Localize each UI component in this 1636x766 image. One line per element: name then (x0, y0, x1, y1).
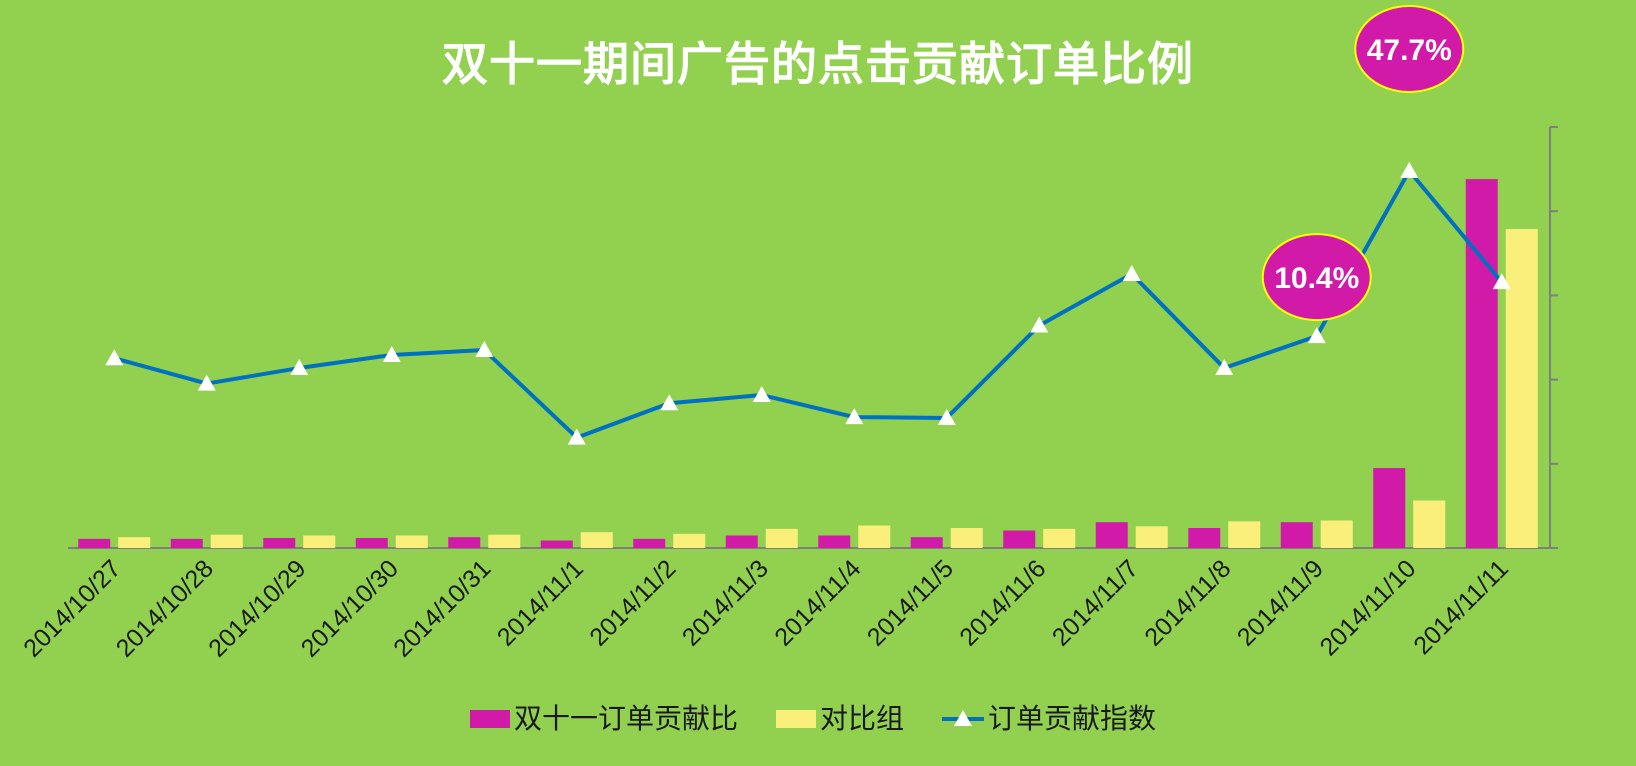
bar (580, 532, 613, 548)
axes (68, 126, 1558, 549)
line-point (937, 408, 956, 425)
bar (303, 535, 336, 548)
line-point (752, 386, 771, 403)
line-point (567, 428, 586, 445)
line-point (845, 408, 864, 425)
line-point (475, 341, 494, 358)
bar (765, 528, 798, 548)
line-point (1215, 359, 1234, 376)
bar (1373, 468, 1406, 548)
callout: 47.7% (1354, 5, 1465, 93)
legend-swatch (470, 710, 510, 728)
bar (118, 537, 151, 548)
legend-item: 对比组 (776, 702, 904, 735)
x-tick-label: 2014/11/5 (862, 554, 959, 651)
bar (355, 538, 388, 548)
bar (395, 535, 428, 548)
x-tick-label: 2014/11/10 (1315, 554, 1422, 661)
legend-item: 双十一订单贡献比 (470, 702, 738, 735)
bar (1003, 530, 1036, 548)
bar (1505, 229, 1538, 548)
x-tick-label: 2014/11/3 (677, 554, 774, 651)
callout-bubble (1354, 5, 1465, 93)
x-tick-label: 2014/10/30 (296, 554, 404, 662)
bar (1135, 526, 1168, 548)
bars (78, 179, 1538, 549)
bar (540, 540, 573, 548)
line-point (1030, 316, 1049, 333)
bar (633, 538, 666, 548)
x-tick-labels: 2014/10/272014/10/282014/10/292014/10/30… (18, 554, 1514, 662)
x-tick-label: 2014/10/31 (388, 554, 496, 662)
x-tick-label: 2014/11/2 (584, 554, 681, 651)
line-point (1122, 264, 1141, 281)
x-tick-label: 2014/10/28 (111, 554, 219, 662)
bar (263, 538, 296, 548)
legend-label: 双十一订单贡献比 (514, 702, 738, 735)
bar (725, 535, 758, 548)
line-point (1400, 161, 1419, 178)
bar (1095, 522, 1128, 548)
x-tick-label: 2014/11/8 (1139, 554, 1236, 651)
line-point (290, 359, 309, 376)
line-point (1307, 327, 1326, 344)
callout-label: 10.4% (1274, 262, 1359, 295)
bar (950, 528, 983, 548)
line-point (660, 394, 679, 411)
chart-title: 双十一期间广告的点击贡献订单比例 (442, 37, 1194, 91)
line-path (113, 168, 1504, 440)
line-point (105, 349, 124, 366)
line-point (1492, 273, 1511, 290)
line-point (197, 374, 216, 391)
callouts: 10.4% 47.7% (1261, 5, 1465, 322)
line-point (382, 345, 401, 362)
legend-item: 订单贡献指数 (942, 702, 1156, 735)
callout: 10.4% (1261, 233, 1372, 322)
bar (858, 525, 891, 548)
x-tick-label: 2014/11/6 (954, 554, 1051, 651)
legend-marker (954, 710, 972, 726)
x-tick-label: 2014/11/1 (492, 554, 589, 651)
bar (210, 534, 243, 548)
legend-swatch (776, 710, 816, 728)
x-tick-label: 2014/11/9 (1232, 554, 1329, 651)
bar (448, 537, 481, 548)
bar (170, 538, 203, 548)
x-tick-label: 2014/10/29 (203, 554, 311, 662)
line-series (105, 161, 1511, 445)
bar (1413, 500, 1446, 548)
bar (1280, 522, 1313, 548)
bar (488, 534, 521, 548)
callout-label: 47.7% (1367, 34, 1452, 67)
x-tick-label: 2014/11/11 (1408, 554, 1514, 660)
bar (1188, 528, 1221, 548)
bar (1320, 520, 1353, 548)
bar (673, 533, 706, 548)
x-tick-label: 2014/10/27 (18, 554, 126, 662)
bar (1228, 521, 1261, 548)
bar (818, 535, 851, 548)
x-tick-label: 2014/11/4 (769, 554, 866, 651)
x-tick-label: 2014/11/7 (1047, 554, 1144, 651)
bar (78, 538, 111, 548)
callout-bubble (1261, 233, 1372, 322)
legend: 双十一订单贡献比 对比组 订单贡献指数 (470, 702, 1156, 735)
legend-label: 对比组 (820, 702, 904, 735)
bar (910, 537, 943, 548)
bar (1043, 528, 1076, 548)
bar (1465, 179, 1498, 549)
legend-label: 订单贡献指数 (988, 702, 1156, 735)
